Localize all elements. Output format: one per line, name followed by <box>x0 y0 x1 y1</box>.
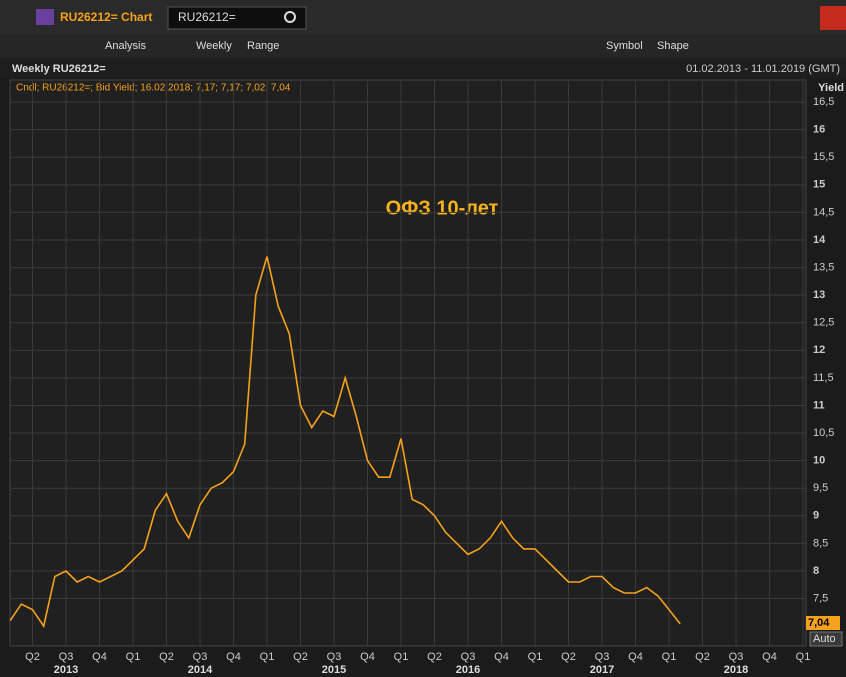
x-tick-label: Q1 <box>528 651 543 663</box>
y-tick-label: 8,5 <box>813 537 828 549</box>
analysis-menu[interactable]: Analysis <box>105 40 146 52</box>
year-label: 2015 <box>322 664 346 676</box>
yield-line <box>9 256 681 629</box>
x-tick-label: Q2 <box>561 651 576 663</box>
x-tick-label: Q3 <box>729 651 744 663</box>
x-tick-label: Q3 <box>327 651 342 663</box>
interval-menu[interactable]: Weekly <box>196 40 232 52</box>
x-tick-label: Q1 <box>662 651 677 663</box>
chart-period: 01.02.2013 - 11.01.2019 (GMT) <box>686 63 840 75</box>
shape-menu[interactable]: Shape <box>657 40 689 52</box>
x-tick-label: Q2 <box>695 651 710 663</box>
y-tick-label: 15 <box>813 179 825 191</box>
x-tick-label: Q2 <box>427 651 442 663</box>
plot-area <box>9 79 807 647</box>
year-label: 2017 <box>590 664 614 676</box>
year-label: 2018 <box>724 664 748 676</box>
x-tick-label: Q4 <box>494 651 509 663</box>
y-tick-label: 14 <box>813 234 826 246</box>
toolbar <box>0 34 846 58</box>
close-button[interactable] <box>820 6 846 30</box>
y-tick-label: 15,5 <box>813 151 834 163</box>
window-title: RU26212= Chart <box>60 10 152 24</box>
year-label: 2013 <box>54 664 78 676</box>
y-tick-label: 16,5 <box>813 96 834 108</box>
y-tick-label: 14,5 <box>813 206 834 218</box>
auto-button[interactable] <box>809 631 843 647</box>
y-tick-label: 12 <box>813 344 825 356</box>
x-tick-label: Q4 <box>360 651 375 663</box>
auto-label: Auto <box>813 633 836 645</box>
y-tick-label: 16 <box>813 124 825 136</box>
last-value-box <box>806 616 840 630</box>
y-tick-label: 12,5 <box>813 317 834 329</box>
x-tick-label: Q2 <box>293 651 308 663</box>
x-tick-label: Q1 <box>796 651 811 663</box>
range-menu[interactable]: Range <box>247 40 279 52</box>
y-tick-label: 11,5 <box>813 372 834 384</box>
x-tick-label: Q1 <box>126 651 141 663</box>
y-tick-label: 9 <box>813 510 819 522</box>
last-value-label: 7,04 <box>808 617 830 629</box>
y-tick-label: 7,5 <box>813 592 828 604</box>
y-axis-label: Yield <box>818 82 844 94</box>
search-text: RU26212= <box>178 10 236 24</box>
x-tick-label: Q2 <box>25 651 40 663</box>
symbol-menu[interactable]: Symbol <box>606 40 643 52</box>
x-tick-label: Q4 <box>226 651 241 663</box>
x-tick-label: Q2 <box>159 651 174 663</box>
title-bar <box>0 0 846 34</box>
x-tick-label: Q4 <box>762 651 777 663</box>
annotation: ОФЗ 10-лет <box>386 197 499 219</box>
chart-header <box>0 58 846 78</box>
chart-name: Weekly RU26212= <box>12 63 106 75</box>
x-tick-label: Q3 <box>59 651 74 663</box>
year-label: 2014 <box>188 664 213 676</box>
x-tick-label: Q1 <box>394 651 409 663</box>
x-tick-label: Q3 <box>595 651 610 663</box>
search-icon[interactable] <box>284 11 296 23</box>
x-tick-label: Q4 <box>628 651 643 663</box>
x-tick-label: Q1 <box>260 651 275 663</box>
y-tick-label: 13,5 <box>813 261 834 273</box>
y-tick-label: 10 <box>813 455 825 467</box>
y-tick-label: 8 <box>813 565 819 577</box>
x-tick-label: Q4 <box>92 651 107 663</box>
legend-text: Cndl; RU26212=; Bid Yield; 16.02.2018; 7… <box>16 83 291 94</box>
x-tick-label: Q3 <box>193 651 208 663</box>
y-tick-label: 10,5 <box>813 427 834 439</box>
search-box[interactable] <box>167 6 307 30</box>
app-icon <box>36 9 54 25</box>
y-tick-label: 13 <box>813 289 825 301</box>
y-tick-label: 9,5 <box>813 482 828 494</box>
y-tick-label: 11 <box>813 399 825 411</box>
x-tick-label: Q3 <box>461 651 476 663</box>
year-label: 2016 <box>456 664 480 676</box>
